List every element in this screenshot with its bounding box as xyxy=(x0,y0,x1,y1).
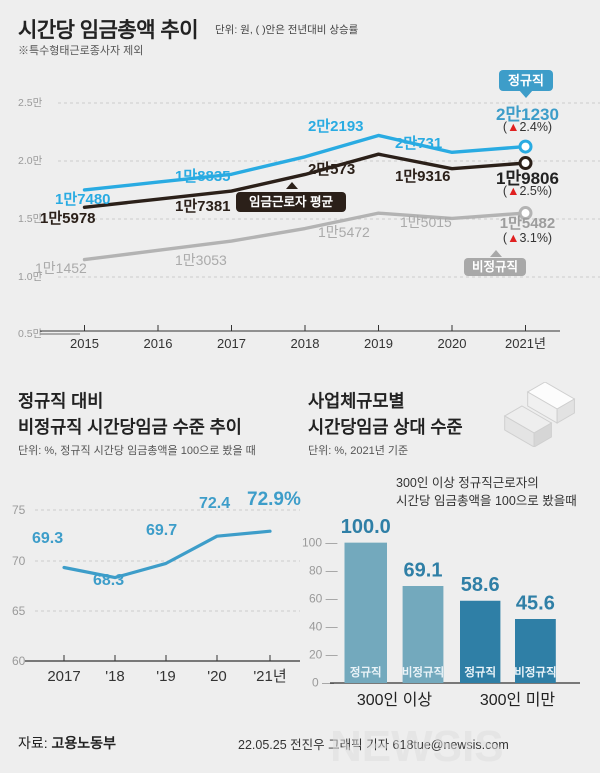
svg-text:2018: 2018 xyxy=(291,336,320,351)
svg-text:2.5만: 2.5만 xyxy=(18,97,43,109)
svg-text:69.1: 69.1 xyxy=(404,560,443,582)
svg-text:75: 75 xyxy=(12,503,26,517)
svg-text:65: 65 xyxy=(12,604,26,618)
svg-text:60: 60 xyxy=(12,654,26,668)
svg-text:비정규직: 비정규직 xyxy=(402,665,444,679)
svg-text:2015: 2015 xyxy=(70,336,99,351)
svg-text:정규직: 정규직 xyxy=(464,665,496,679)
svg-text:'20: '20 xyxy=(207,668,227,685)
svg-text:2017: 2017 xyxy=(217,336,246,351)
svg-text:45.6: 45.6 xyxy=(516,593,555,615)
svg-text:20 —: 20 — xyxy=(309,648,338,662)
svg-text:'21년: '21년 xyxy=(253,668,286,685)
svg-text:2017: 2017 xyxy=(47,668,80,685)
svg-text:100.0: 100.0 xyxy=(341,516,391,538)
svg-text:'18: '18 xyxy=(105,668,125,685)
svg-text:1.5만: 1.5만 xyxy=(18,213,43,225)
svg-text:비정규직: 비정규직 xyxy=(514,665,556,679)
svg-text:0.5만: 0.5만 xyxy=(18,328,43,340)
svg-text:80 —: 80 — xyxy=(309,564,338,578)
svg-text:40 —: 40 — xyxy=(309,620,338,634)
svg-text:'19: '19 xyxy=(156,668,176,685)
svg-text:70: 70 xyxy=(12,554,26,568)
svg-text:60 —: 60 — xyxy=(309,592,338,606)
svg-text:2019: 2019 xyxy=(364,336,393,351)
svg-text:100 —: 100 — xyxy=(302,536,337,550)
svg-text:정규직: 정규직 xyxy=(350,665,382,679)
svg-text:2021년: 2021년 xyxy=(505,336,546,351)
svg-text:58.6: 58.6 xyxy=(461,574,500,596)
svg-text:2020: 2020 xyxy=(438,336,467,351)
svg-text:2.0만: 2.0만 xyxy=(18,155,43,167)
svg-text:NEWSIS: NEWSIS xyxy=(330,722,504,771)
svg-text:2016: 2016 xyxy=(144,336,173,351)
